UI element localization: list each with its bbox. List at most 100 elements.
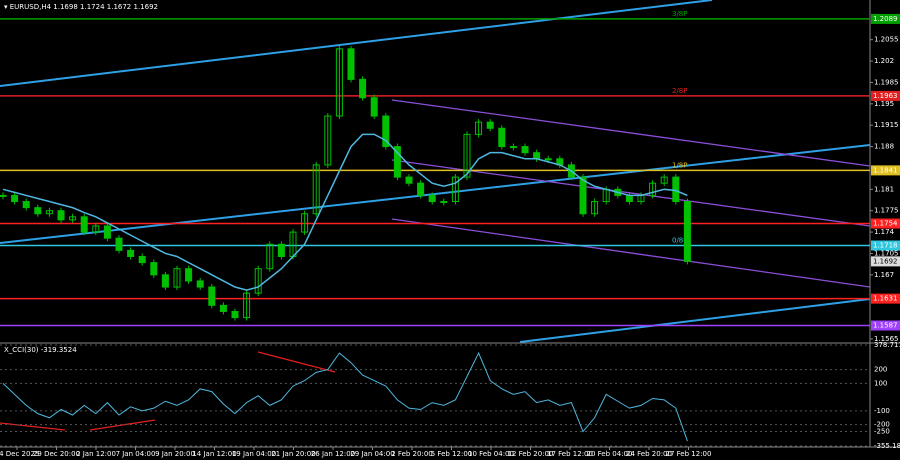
current-price-box [871, 256, 900, 267]
x-tick-label: 27 Feb 12:00 [666, 450, 712, 458]
candle [591, 201, 599, 215]
candle [127, 249, 135, 257]
close: 1.1692 [134, 3, 159, 11]
candle [625, 194, 633, 203]
x-tick-label: 26 Jan 12:00 [311, 450, 355, 458]
level-label-box [871, 13, 900, 24]
x-tick-label: 24 Feb 20:00 [626, 450, 672, 458]
y-tick-label: 1.181 [874, 185, 894, 193]
level-price: 1.1841 [873, 166, 898, 174]
candle [208, 286, 216, 306]
candle [45, 210, 53, 215]
high: 1.1724 [80, 3, 105, 11]
current-price: 1.1692 [873, 257, 898, 265]
candle [347, 48, 355, 80]
candle [231, 310, 239, 319]
x-tick-label: 10 Feb 04:00 [468, 450, 514, 458]
candle [243, 292, 251, 319]
candle [219, 304, 227, 312]
candle [370, 97, 378, 117]
candle [660, 176, 668, 184]
candle [463, 133, 471, 178]
candle [173, 268, 181, 288]
y-tick-label: 1.1705 [874, 249, 899, 257]
x-tick-label: 29 Dec 20:00 [33, 450, 80, 458]
low: 1.1672 [107, 3, 132, 11]
x-tick-label: 5 Feb 12:00 [431, 450, 472, 458]
level-price: 1.1587 [873, 322, 898, 330]
candle [92, 225, 100, 233]
y-tick-label: 1.188 [874, 143, 894, 151]
candle [161, 274, 169, 288]
level-label: 2/8P [672, 87, 688, 95]
candle [80, 216, 88, 233]
level-label-box [871, 240, 900, 251]
level-price: 1.1631 [873, 295, 898, 303]
candle [103, 225, 111, 239]
y-tick-label: 1.174 [874, 228, 895, 236]
candle [0, 194, 7, 197]
candle [440, 201, 448, 204]
candle [324, 115, 332, 166]
candle [266, 243, 274, 270]
y-tick-label: -200 [874, 421, 890, 429]
candle [69, 216, 77, 221]
candle [451, 176, 459, 203]
candle [509, 146, 517, 149]
y-tick-label: 1.1915 [874, 121, 899, 129]
level-label: 0/8P [672, 237, 688, 245]
x-tick-label: 7 Jan 04:00 [116, 450, 156, 458]
candle [185, 268, 193, 282]
candle [579, 176, 587, 215]
candle [382, 115, 390, 148]
candle [277, 243, 285, 258]
candle [417, 182, 425, 196]
y-tick-label: -100 [874, 407, 890, 415]
x-tick-label: 20 Feb 04:00 [587, 450, 633, 458]
y-tick-label: 1.1775 [874, 207, 899, 215]
candle [11, 194, 19, 203]
level-label: 1/8P [672, 161, 688, 169]
candle [34, 207, 42, 215]
candle [254, 268, 262, 294]
candle [521, 146, 529, 154]
x-tick-label: 12 Feb 20:00 [508, 450, 554, 458]
y-tick-label: -250 [874, 428, 890, 436]
level-price: 1.1718 [873, 242, 898, 250]
x-tick-label: 29 Jan 04:00 [350, 450, 394, 458]
candle [393, 146, 401, 178]
y-tick-label: 1.1565 [874, 335, 899, 343]
candle [335, 48, 343, 117]
trend-line [0, 0, 713, 87]
candle [138, 256, 146, 264]
x-tick-label: 24 Dec 2025 [0, 450, 39, 458]
y-tick-label: 1.2055 [874, 36, 899, 44]
level-price: 1.1754 [873, 220, 898, 228]
level-label-box [871, 293, 900, 304]
candle [672, 176, 680, 203]
y-tick-label: 1.1985 [874, 78, 899, 86]
y-tick-label: 1.167 [874, 271, 894, 279]
x-tick-label: 2 Jan 12:00 [76, 450, 116, 458]
candle [683, 201, 691, 262]
trend-line [0, 144, 871, 244]
candle [301, 213, 309, 233]
indicator-title: X_CCI(30) -319.3524 [4, 346, 77, 354]
x-tick-label: 14 Jan 12:00 [192, 450, 236, 458]
candle [312, 164, 320, 215]
y-tick-label: -355.189 [874, 442, 900, 450]
open: 1.1698 [53, 3, 78, 11]
level-label-box [871, 90, 900, 101]
candle [405, 176, 413, 184]
y-tick-label: 1.195 [874, 100, 894, 108]
divergence-line [257, 351, 336, 373]
candle [475, 121, 483, 135]
trend-line [391, 99, 871, 167]
level-price: 1.2089 [873, 15, 898, 23]
symbol: EURUSD,H4 [10, 3, 52, 11]
y-tick-label: 378.7116 [874, 341, 900, 349]
candle [22, 201, 30, 209]
x-tick-label: 2 Feb 20:00 [391, 450, 432, 458]
trend-line [391, 218, 871, 288]
